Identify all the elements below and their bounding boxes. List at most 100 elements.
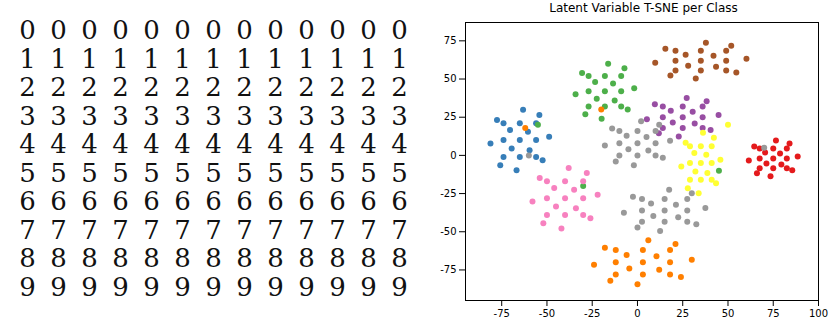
- html-text:4: 4: [298, 129, 315, 159]
- html-text:2: 2: [112, 72, 129, 102]
- svg-text:-50: -50: [539, 308, 555, 319]
- html-text:4: 4: [391, 129, 408, 159]
- svg-text:25: 25: [676, 308, 689, 319]
- html-text:3: 3: [298, 100, 315, 131]
- html-text:5: 5: [267, 157, 284, 188]
- html-text:5: 5: [298, 157, 315, 188]
- html-text:2: 2: [19, 72, 36, 102]
- html-text:5: 5: [205, 157, 222, 188]
- html-text:1: 1: [112, 43, 129, 74]
- html-text:3: 3: [112, 100, 129, 131]
- svg-text:-25: -25: [584, 308, 600, 319]
- html-text:4: 4: [19, 129, 36, 159]
- html-text:2: 2: [267, 72, 284, 102]
- svg-text:-50: -50: [440, 226, 456, 237]
- html-text:1: 1: [205, 43, 222, 74]
- html-text:3: 3: [19, 100, 36, 131]
- html-text:3: 3: [360, 100, 377, 131]
- html-text:2: 2: [236, 72, 253, 102]
- html-text:0: 0: [81, 15, 98, 45]
- svg-text:-75: -75: [440, 264, 456, 275]
- html-text:1: 1: [329, 43, 346, 74]
- html-text:6: 6: [205, 186, 222, 216]
- html-text:4: 4: [205, 129, 222, 159]
- html-text:5: 5: [81, 157, 98, 188]
- html-text:3: 3: [267, 100, 284, 131]
- html-text:6: 6: [81, 186, 98, 216]
- html-text:3: 3: [81, 100, 98, 131]
- svg-text:75: 75: [444, 35, 457, 46]
- html-text:0: 0: [391, 15, 408, 45]
- html-text:2: 2: [50, 72, 67, 102]
- html-text:2: 2: [205, 72, 222, 102]
- html-text:4: 4: [112, 129, 129, 159]
- html-text:4: 4: [329, 129, 346, 159]
- html-text:0: 0: [360, 15, 377, 45]
- svg-text:75: 75: [767, 308, 780, 319]
- html-text:4: 4: [143, 129, 160, 159]
- html-text:3: 3: [143, 100, 160, 131]
- html-text:1: 1: [81, 43, 98, 74]
- html-text:5: 5: [391, 157, 408, 188]
- html-text:6: 6: [143, 186, 160, 216]
- html-text:0: 0: [19, 15, 36, 45]
- html-text:4: 4: [267, 129, 284, 159]
- html-text:5: 5: [19, 157, 36, 188]
- html-text:2: 2: [329, 72, 346, 102]
- html-text:0: 0: [267, 15, 284, 45]
- svg-text:0: 0: [634, 308, 640, 319]
- html-text:0: 0: [143, 15, 160, 45]
- html-text:3: 3: [174, 100, 191, 131]
- html-text:0: 0: [205, 15, 222, 45]
- html-text:2: 2: [360, 72, 377, 102]
- html-text:2: 2: [298, 72, 315, 102]
- html-text:5: 5: [50, 157, 67, 188]
- html-text:0: 0: [329, 15, 346, 45]
- html-text:6: 6: [50, 186, 67, 216]
- html-text:1: 1: [50, 43, 67, 74]
- html-text:4: 4: [50, 129, 67, 159]
- html-text:5: 5: [143, 157, 160, 188]
- html-text:1: 1: [360, 43, 377, 74]
- html-text:6: 6: [112, 186, 129, 216]
- html-text:2: 2: [143, 72, 160, 102]
- html-text:5: 5: [360, 157, 377, 188]
- html-text:3: 3: [391, 100, 408, 131]
- svg-text:100: 100: [809, 308, 828, 319]
- html-text:4: 4: [174, 129, 191, 159]
- html-text:1: 1: [174, 43, 191, 74]
- html-text:1: 1: [19, 43, 36, 74]
- svg-text:50: 50: [722, 308, 735, 319]
- svg-text:25: 25: [444, 111, 457, 122]
- html-text:4: 4: [360, 129, 377, 159]
- html-text:3: 3: [205, 100, 222, 131]
- html-text:0: 0: [50, 15, 67, 45]
- html-text:4: 4: [81, 129, 98, 159]
- html-text:0: 0: [174, 15, 191, 45]
- html-text:1: 1: [143, 43, 160, 74]
- html-text:2: 2: [81, 72, 98, 102]
- html-text:1: 1: [298, 43, 315, 74]
- html-text:0: 0: [112, 15, 129, 45]
- html-text:0: 0: [236, 15, 253, 45]
- html-text:5: 5: [329, 157, 346, 188]
- html-text:2: 2: [391, 72, 408, 102]
- html-text:4: 4: [236, 129, 253, 159]
- html-text:1: 1: [236, 43, 253, 74]
- html-text:1: 1: [267, 43, 284, 74]
- html-text:1: 1: [391, 43, 408, 74]
- html-text:0: 0: [298, 15, 315, 45]
- html-text:5: 5: [236, 157, 253, 188]
- html-text:3: 3: [329, 100, 346, 131]
- svg-text:-25: -25: [440, 188, 456, 199]
- html-text:5: 5: [112, 157, 129, 188]
- svg-text:0: 0: [450, 150, 456, 161]
- html-text:3: 3: [50, 100, 67, 131]
- html-text:2: 2: [174, 72, 191, 102]
- html-text:6: 6: [19, 186, 36, 216]
- html-text:5: 5: [174, 157, 191, 188]
- svg-text:-75: -75: [494, 308, 510, 319]
- html-text:3: 3: [236, 100, 253, 131]
- html-text:6: 6: [174, 186, 191, 216]
- svg-text:50: 50: [444, 73, 457, 84]
